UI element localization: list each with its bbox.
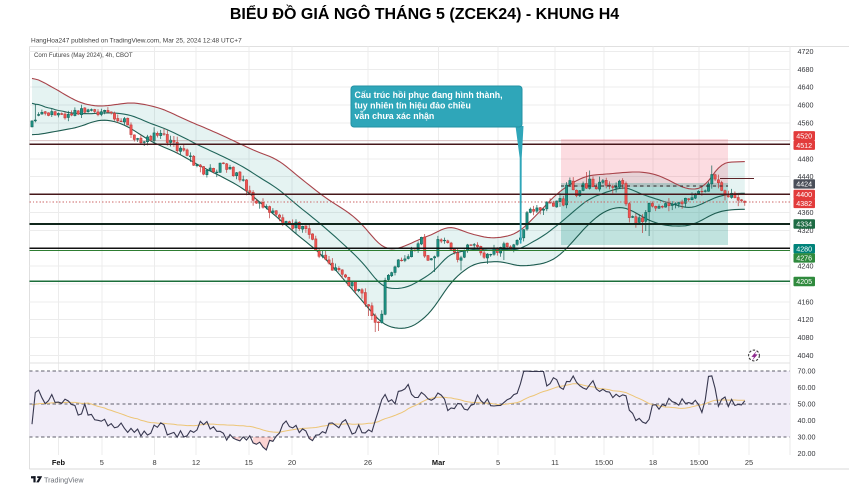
svg-text:20: 20 [288,458,296,467]
svg-text:4080: 4080 [798,333,814,342]
svg-text:70.00: 70.00 [798,367,816,376]
svg-text:4040: 4040 [798,351,814,360]
svg-text:4205: 4205 [796,278,812,286]
svg-text:15: 15 [245,458,253,467]
svg-text:4560: 4560 [798,119,814,128]
svg-text:26: 26 [364,458,372,467]
svg-text:4360: 4360 [798,208,814,217]
svg-text:4280: 4280 [796,245,812,253]
svg-text:4334: 4334 [796,221,812,229]
svg-text:5: 5 [100,458,104,467]
svg-text:4480: 4480 [798,154,814,163]
svg-text:4424: 4424 [796,181,812,189]
svg-text:60.00: 60.00 [798,383,816,392]
svg-text:tuy nhiên tín hiệu đảo chiều: tuy nhiên tín hiệu đảo chiều [355,101,471,111]
svg-text:4440: 4440 [798,172,814,181]
svg-text:12: 12 [192,458,200,467]
svg-text:Feb: Feb [52,458,66,467]
svg-text:4600: 4600 [798,101,814,110]
svg-text:Mar: Mar [432,458,445,467]
svg-text:HangHoa247 published on Tradin: HangHoa247 published on TradingView.com,… [31,38,242,45]
svg-text:Cấu trúc hồi phục đang hình th: Cấu trúc hồi phục đang hình thành, [355,90,503,100]
svg-text:Corn Futures (May 2024), 4h, C: Corn Futures (May 2024), 4h, CBOT [34,52,133,59]
svg-text:4120: 4120 [798,315,814,324]
svg-text:4160: 4160 [798,297,814,306]
svg-text:8: 8 [153,458,157,467]
svg-text:4720: 4720 [798,47,814,56]
svg-text:15:00: 15:00 [595,458,614,467]
svg-text:25: 25 [745,458,753,467]
svg-text:30.00: 30.00 [798,433,816,442]
svg-text:5: 5 [496,458,500,467]
svg-text:4320: 4320 [798,226,814,235]
svg-text:4276: 4276 [796,255,812,263]
svg-text:20.00: 20.00 [798,449,816,458]
svg-text:18: 18 [649,458,657,467]
svg-text:vẫn chưa xác nhận: vẫn chưa xác nhận [355,111,435,121]
svg-text:11: 11 [551,458,559,467]
svg-text:4382: 4382 [796,200,812,208]
svg-text:4400: 4400 [796,191,812,199]
svg-text:15:00: 15:00 [690,458,709,467]
svg-text:4512: 4512 [796,142,812,150]
svg-text:4680: 4680 [798,65,814,74]
svg-text:TradingView: TradingView [44,476,84,485]
svg-text:50.00: 50.00 [798,400,816,409]
svg-text:4240: 4240 [798,262,814,271]
svg-text:4640: 4640 [798,83,814,92]
svg-text:40.00: 40.00 [798,416,816,425]
svg-text:4520: 4520 [796,132,812,140]
